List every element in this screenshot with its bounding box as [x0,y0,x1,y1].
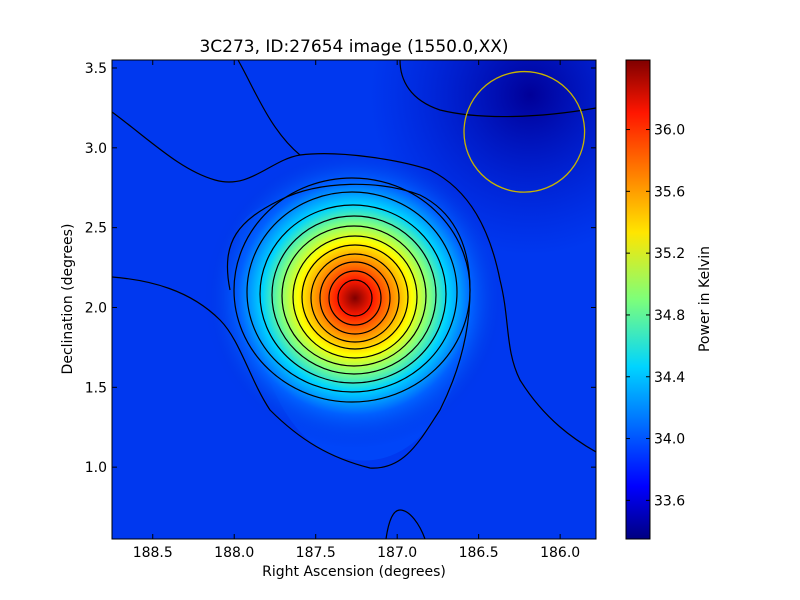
y-tick-label: 2.5 [85,221,107,237]
contour-line [271,215,437,375]
heatmap-peak [205,148,505,448]
colorbar-tick-label: 36.0 [654,123,685,139]
contour-line [328,270,382,326]
contour-line [319,261,391,335]
contour-line [281,225,427,367]
y-axis-label: Declination (degrees) [60,224,76,375]
x-tick-label: 186.5 [459,545,499,561]
contour-line [233,177,471,403]
plot-frame [111,59,597,540]
x-tick-label: 188.0 [214,545,254,561]
contour-lines [112,60,596,539]
x-tick-label: 187.5 [296,545,336,561]
colorbar [625,59,651,540]
contour-line [112,183,471,469]
y-tick-label: 1.0 [85,460,107,476]
colorbar-ticks: 33.6 34.0 34.4 34.8 35.2 35.6 36.0 [626,123,685,509]
colorbar-tick-label: 34.0 [654,432,685,448]
y-tick-label: 3.5 [85,61,107,77]
contour-line [337,279,373,317]
y-tick-label: 1.5 [85,380,107,396]
x-tick-label: 188.5 [133,545,173,561]
colorbar-tick-label: 33.6 [654,493,685,509]
contour-line [399,60,596,118]
contour-line [385,509,426,539]
chart-title: 3C273, ID:27654 image (1550.0,XX) [199,37,508,57]
colorbar-tick-label: 34.8 [654,308,685,324]
x-tick-label: 186.0 [540,545,580,561]
contour-line [237,60,301,156]
y-tick-label: 3.0 [85,141,107,157]
contour-line [112,111,596,453]
contour-line [259,204,447,384]
contour-line [301,244,409,350]
contour-line [292,235,418,359]
colorbar-tick-label: 35.2 [654,246,685,262]
y-tick-label: 2.0 [85,300,107,316]
axis-ticks: 188.5 188.0 187.5 187.0 186.5 186.0 1.0 1.5 2.0 2… [85,60,596,561]
x-axis-label: Right Ascension (degrees) [262,564,446,580]
colorbar-tick-label: 35.6 [654,184,685,200]
colorbar-tick-label: 34.4 [654,370,685,386]
colorbar-label: Power in Kelvin [697,246,713,352]
contour-line [246,191,458,393]
contour-line [310,253,400,343]
x-tick-label: 187.0 [377,545,417,561]
beam-circle [463,70,586,193]
plot-area [112,60,596,539]
